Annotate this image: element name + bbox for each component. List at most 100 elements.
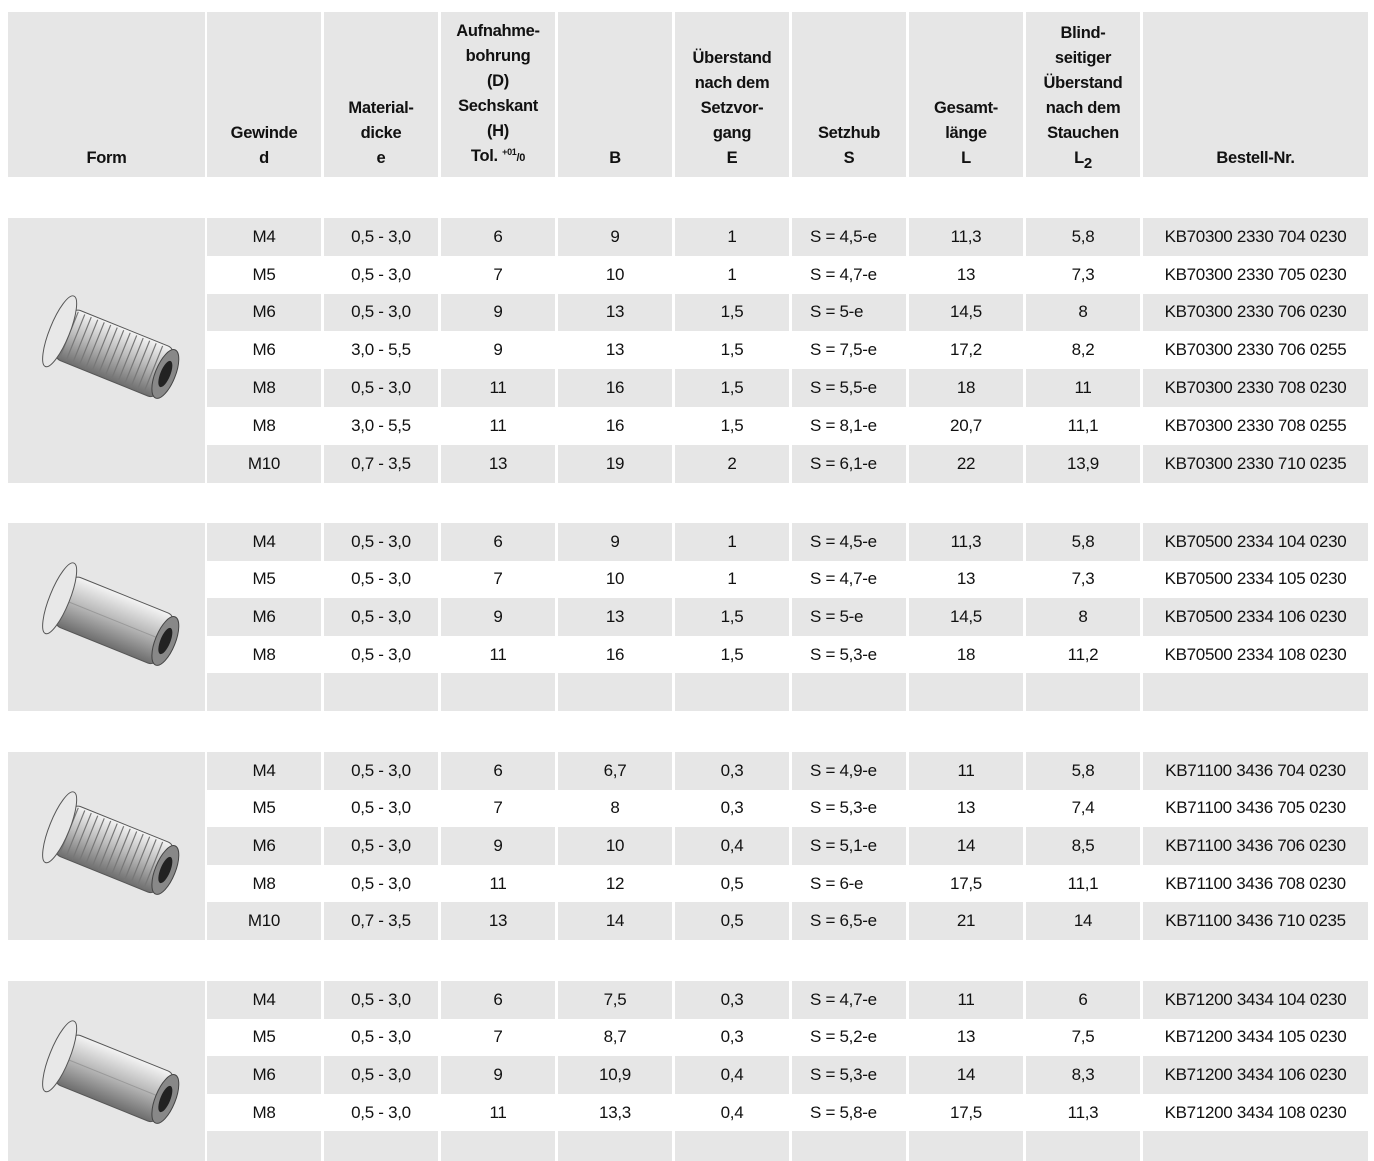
cell [792,673,906,711]
header-line: Setzhub [817,124,881,142]
cell: 22 [909,444,1023,483]
header-cell: Aufnahme-bohrung (D) Sechskant (H) Tol. +01/… [441,12,555,177]
cell: S = 5,3-e [810,798,877,818]
header-sub: 2 [1083,155,1092,172]
header-cell: Gesamt-länge L [909,12,1023,177]
cell: 1,5 [720,340,744,360]
cell: 11 [489,873,507,893]
cell: 0,3 [720,1027,744,1047]
cell: M8 [207,369,321,407]
cell: KB71200 3434 108 0230 [1164,1102,1347,1122]
cell [324,673,438,711]
cell: 0,5 - 3,0 [324,827,438,865]
cell: 6,7 [558,752,672,790]
header-line: e [376,149,386,167]
cell: 6 [441,981,555,1019]
cell: S = 4,5-e [792,218,906,256]
cell: 14 [558,902,672,940]
cell: 13 [956,264,976,284]
cell: KB71100 3436 708 0230 [1165,873,1346,893]
cell: 7 [493,798,503,818]
cell: 9 [558,218,672,256]
header-line: B [609,149,621,167]
form-cell [8,218,205,483]
cell: 0,5 - 3,0 [324,1056,438,1094]
cell: KB70500 2334 104 0230 [1143,523,1368,561]
cell: KB70500 2334 105 0230 [1164,569,1347,589]
header-line: Überstand [1043,74,1123,92]
cell: 11 [489,644,507,664]
nut-image [42,562,180,666]
header-line: S [843,149,855,167]
cell: 8,7 [603,1027,627,1047]
cell: 18 [956,644,976,664]
cell [207,673,321,711]
cell: KB71100 3436 704 0230 [1143,752,1368,790]
cell: 6 [441,523,555,561]
cell: 13,9 [1026,444,1140,483]
cell: S = 4,9-e [792,752,906,790]
cell: 9 [493,340,503,360]
header-line: L [961,149,971,167]
cell: 9 [558,523,672,561]
header-line: Gesamt- [934,99,998,117]
cell: 0,5 [720,873,744,893]
cell: M10 [207,902,321,940]
cell: 12 [605,873,625,893]
cell: S = 5,8-e [810,1102,877,1122]
cell: 7,5 [558,981,672,1019]
cell: 13 [605,340,625,360]
cell [1143,1131,1368,1161]
cell: S = 4,7-e [810,569,877,589]
cell: 0,5 - 3,0 [324,752,438,790]
header-line: Tol. +01/0 [471,144,525,171]
header-line: nach dem [1045,99,1121,117]
cell: M6 [207,1056,321,1094]
header-line: Gewinde [230,124,298,142]
cell: S = 4,7-e [810,264,877,284]
cell: M4 [207,981,321,1019]
cell: KB70300 2330 710 0235 [1143,444,1368,483]
cell: S = 5-e [792,598,906,636]
cell: 11,2 [1067,644,1099,664]
cell: M6 [207,293,321,332]
cell: 2 [675,444,789,483]
cell: 6 [1026,981,1140,1019]
cell: 0,4 [675,827,789,865]
cell: 8 [1026,293,1140,332]
cell: 11 [489,415,507,435]
cell: 14,5 [909,598,1023,636]
cell: S = 5,1-e [792,827,906,865]
cell: 0,3 [720,798,744,818]
cell: S = 7,5-e [810,340,877,360]
cell: 1,5 [675,369,789,407]
cell: 9 [441,293,555,332]
header-line: Überstand [692,49,772,67]
cell: 18 [909,369,1023,407]
cell: 5,8 [1026,523,1140,561]
header-line: Sechskant [458,97,538,115]
cell [441,673,555,711]
cell: 1 [675,218,789,256]
cell: 11 [441,369,555,407]
cell: 17,2 [950,340,982,360]
cell: S = 5,5-e [792,369,906,407]
header-line: gang [712,124,752,142]
header-line: Material- [348,99,414,117]
cell: S = 6,5-e [792,902,906,940]
cell: 11,1 [1067,415,1099,435]
cell: 7 [493,264,503,284]
cell: 0,5 [675,902,789,940]
cell: 3,0 - 5,5 [351,415,411,435]
cell: 7,3 [1071,569,1095,589]
cell [909,673,1023,711]
cell: KB70500 2334 106 0230 [1143,598,1368,636]
cell: KB71200 3434 105 0230 [1164,1027,1347,1047]
cell: 11 [489,1102,507,1122]
cell: 1,5 [675,598,789,636]
form-cell [8,523,205,711]
cell: 0,5 - 3,0 [351,264,411,284]
cell: M5 [252,569,276,589]
cell: 11 [909,981,1023,1019]
cell: KB71100 3436 706 0230 [1143,827,1368,865]
